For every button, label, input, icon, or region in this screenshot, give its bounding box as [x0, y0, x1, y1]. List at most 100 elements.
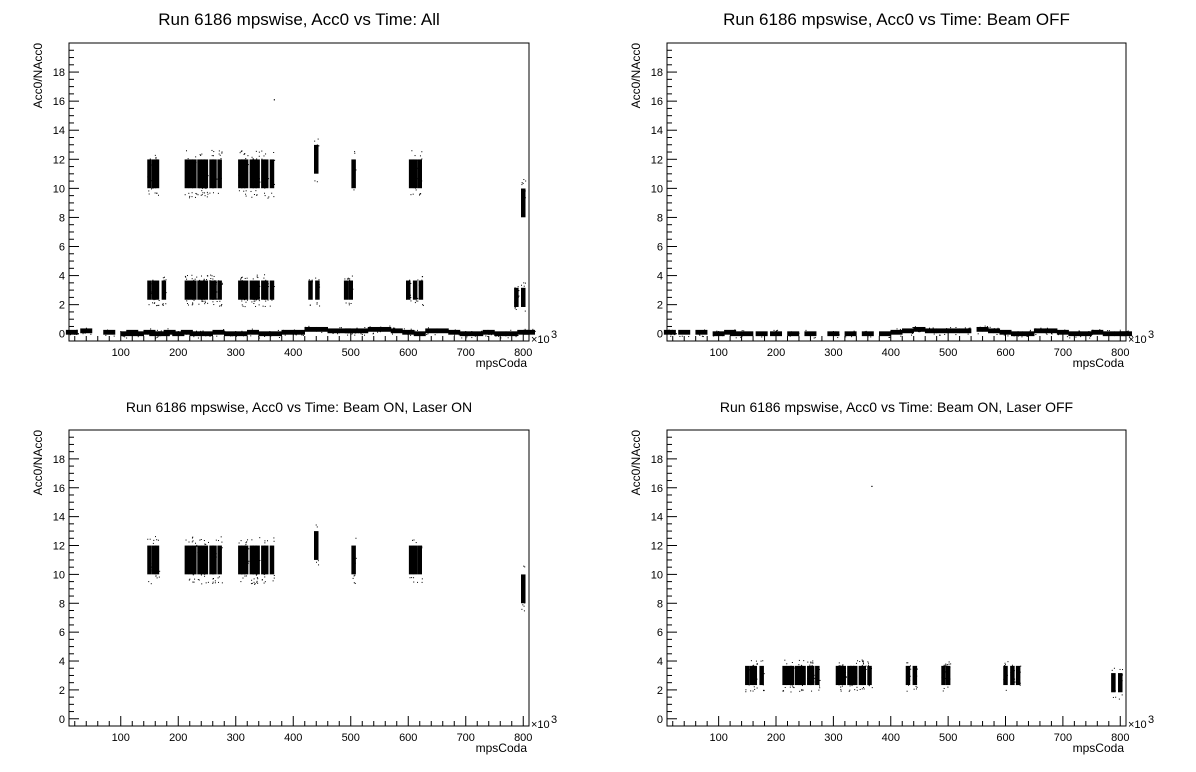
y-tick-label: 10 — [53, 183, 65, 195]
data-point-scatter — [415, 568, 417, 570]
data-point-scatter — [205, 334, 207, 336]
data-point-scatter — [243, 190, 245, 192]
data-point-scatter — [245, 158, 247, 160]
data-point-scatter — [906, 678, 908, 680]
data-point-scatter — [149, 180, 151, 182]
data-point-scatter — [318, 279, 320, 281]
data-point — [217, 280, 222, 300]
data-point — [308, 280, 313, 300]
data-point-scatter — [156, 287, 158, 289]
data-point-scatter — [199, 539, 201, 541]
data-point-scatter — [362, 332, 364, 334]
data-point-scatter — [261, 158, 263, 160]
data-point — [238, 545, 243, 575]
data-point-scatter — [251, 579, 253, 581]
data-point-scatter — [1075, 336, 1077, 338]
data-point-scatter — [522, 604, 524, 606]
data-point — [1118, 673, 1123, 693]
data-point-scatter — [173, 330, 175, 332]
data-point-scatter — [212, 582, 214, 584]
data-point-scatter — [409, 279, 411, 281]
data-point — [200, 159, 206, 189]
data-point-scatter — [253, 298, 255, 300]
data-point-scatter — [514, 302, 516, 304]
data-point-scatter — [218, 550, 220, 552]
data-point-scatter — [172, 332, 174, 334]
data-point-scatter — [242, 572, 244, 574]
data-point — [838, 665, 844, 686]
data-point-scatter — [270, 557, 272, 559]
data-point-scatter — [487, 329, 489, 331]
data-point-scatter — [939, 334, 941, 336]
x-tick-label: 800 — [1111, 347, 1129, 359]
data-point-scatter — [413, 282, 415, 284]
data-point-scatter — [255, 299, 257, 301]
data-point — [261, 280, 266, 300]
data-point-scatter — [523, 565, 525, 567]
x-tick-label: 200 — [169, 732, 187, 744]
data-point-scatter — [1003, 665, 1005, 667]
data-point-scatter — [418, 194, 420, 196]
data-point-scatter — [417, 566, 419, 568]
data-point-scatter — [1121, 694, 1123, 696]
data-point-scatter — [864, 331, 866, 333]
data-point-scatter — [915, 688, 917, 690]
data-point-scatter — [1029, 330, 1031, 332]
data-point-scatter — [427, 327, 429, 329]
data-point-scatter — [868, 672, 870, 674]
data-point-scatter — [250, 335, 252, 337]
data-point — [314, 144, 319, 174]
data-point-scatter — [458, 334, 460, 336]
y-tick-label: 14 — [651, 512, 663, 524]
data-point-scatter — [216, 298, 218, 300]
data-point-scatter — [939, 334, 941, 336]
data-point-scatter — [928, 330, 930, 332]
data-point-scatter — [413, 577, 415, 579]
data-point-scatter — [927, 330, 929, 332]
data-point-scatter — [533, 332, 535, 334]
data-point-scatter — [525, 180, 527, 182]
data-point-scatter — [1026, 335, 1028, 337]
data-point-scatter — [192, 540, 194, 542]
data-point-scatter — [406, 295, 408, 297]
data-point-scatter — [884, 331, 886, 333]
data-point-scatter — [741, 335, 743, 337]
data-point-scatter — [147, 295, 149, 297]
chart-title: Run 6186 mpswise, Acc0 vs Time: All — [158, 10, 440, 29]
data-point-scatter — [193, 290, 195, 292]
data-point-scatter — [259, 297, 261, 299]
data-point-scatter — [212, 294, 214, 296]
data-point-scatter — [864, 674, 866, 676]
data-point-scatter — [132, 335, 134, 337]
data-point-scatter — [215, 283, 217, 285]
data-point — [203, 280, 209, 300]
y-tick-label: 18 — [651, 67, 663, 79]
data-point-scatter — [244, 558, 246, 560]
data-point — [212, 159, 217, 189]
data-point-scatter — [215, 539, 217, 541]
data-point-scatter — [807, 334, 809, 336]
data-point-scatter — [156, 285, 158, 287]
data-point-scatter — [801, 689, 803, 691]
plot-frame — [666, 429, 1127, 727]
data-point-scatter — [421, 545, 423, 547]
data-point-scatter — [215, 330, 217, 332]
data-point-scatter — [410, 334, 412, 336]
data-point-scatter — [277, 334, 279, 336]
data-point-scatter — [1080, 336, 1082, 338]
data-point-scatter — [345, 284, 347, 286]
data-point-scatter — [810, 661, 812, 663]
data-point-scatter — [313, 327, 315, 329]
data-point-scatter — [734, 329, 736, 331]
data-point-scatter — [675, 333, 677, 335]
data-point-scatter — [851, 336, 853, 338]
data-point-scatter — [204, 575, 206, 577]
data-point-scatter — [743, 334, 745, 336]
data-point-scatter — [240, 581, 242, 583]
data-point-scatter — [244, 277, 246, 279]
x-tick-label: 300 — [227, 347, 245, 359]
data-point-scatter — [510, 329, 512, 331]
data-point-scatter — [819, 687, 821, 689]
data-point-scatter — [750, 660, 752, 662]
data-point-scatter — [419, 554, 421, 556]
